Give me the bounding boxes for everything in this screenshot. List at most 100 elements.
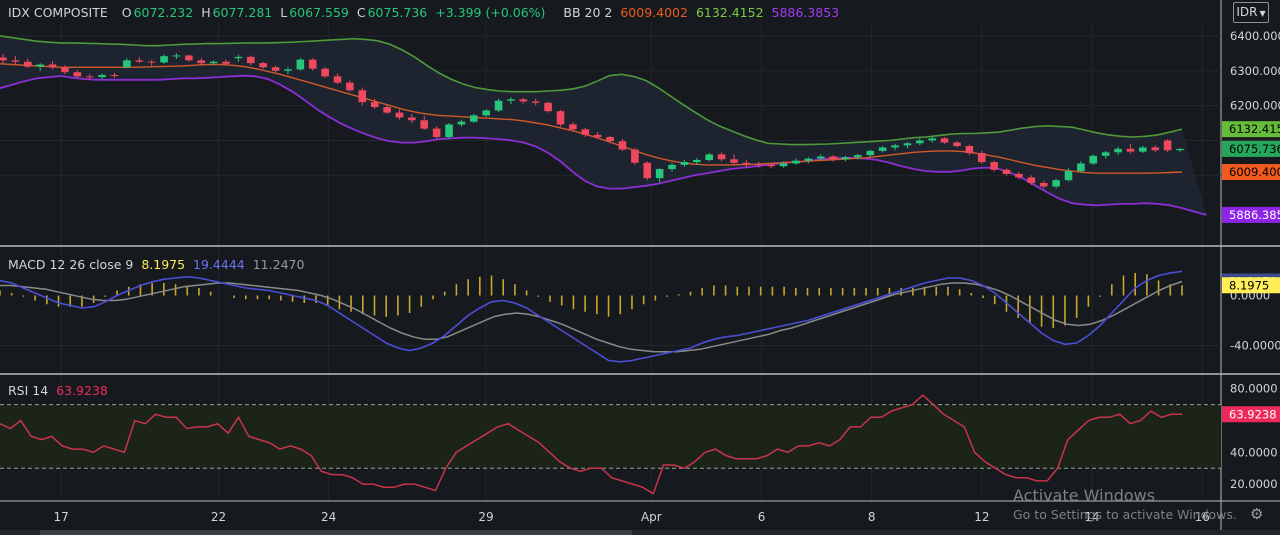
candle-body	[1151, 147, 1160, 151]
time-scrollbar[interactable]	[0, 530, 1280, 535]
candle-body	[321, 68, 329, 77]
candle-body	[779, 163, 788, 167]
candle-body	[1064, 171, 1073, 181]
candle-body	[420, 120, 429, 129]
candle-body	[284, 69, 292, 71]
candle-body	[668, 164, 676, 170]
candle-body	[370, 102, 379, 108]
bb-label: BB 20 2	[563, 5, 613, 20]
candle-body	[346, 82, 354, 91]
candle-body	[160, 56, 168, 63]
candle-body	[11, 60, 20, 62]
price-legend: IDX COMPOSITE O 6072.232 H 6077.281 L 6067.…	[8, 5, 843, 21]
candle-body	[878, 147, 887, 151]
bb-upper-value: 6132.4152	[695, 5, 764, 20]
candle-body	[631, 149, 639, 163]
candle-body	[209, 61, 218, 64]
price-tick-label: 6400.0000	[1230, 29, 1280, 43]
rsi-band-fill	[0, 404, 1221, 469]
candle-body	[556, 111, 565, 125]
candle-body	[519, 99, 528, 102]
candle-body	[383, 107, 391, 113]
candle-body	[234, 56, 243, 59]
candle-body	[1114, 148, 1122, 153]
candle-body	[333, 76, 342, 83]
rsi-tick-label: 40.0000	[1230, 445, 1278, 459]
macd-histogram-group	[0, 273, 1183, 328]
low-value: 6067.559	[289, 5, 349, 20]
candle-body	[147, 61, 156, 63]
change-value: +3.399 (+0.06%)	[435, 5, 546, 20]
candle-body	[73, 72, 82, 77]
price-tag	[1222, 140, 1280, 157]
candle-body	[1163, 140, 1172, 151]
macd-line-value: 19.4444	[193, 257, 245, 272]
bb-upper-line	[0, 35, 1183, 146]
candle-body	[36, 64, 44, 67]
macd-tag-label: 8.1975	[1229, 278, 1269, 292]
candle-body	[816, 156, 825, 159]
candle-body	[1077, 163, 1085, 172]
candle-body	[916, 140, 924, 144]
candle-body	[977, 153, 986, 163]
candle-body	[891, 145, 899, 148]
high-label: H	[201, 5, 211, 20]
low-label: L	[280, 5, 288, 20]
candle-body	[680, 162, 689, 165]
x-axis-tick-label: 12	[974, 510, 989, 524]
close-label: C	[356, 5, 366, 20]
macd-signal-value: 11.2470	[252, 257, 305, 272]
price-tick-label: 6200.0000	[1230, 99, 1280, 113]
price-tag	[1222, 121, 1280, 138]
candle-body	[1101, 152, 1110, 156]
candle-body	[296, 59, 305, 70]
high-value: 6077.281	[212, 5, 273, 20]
symbol-name: IDX COMPOSITE	[8, 5, 108, 20]
candle-body	[1039, 182, 1048, 187]
candle-body	[581, 129, 590, 135]
rsi-line	[0, 394, 1183, 495]
candle-body	[866, 150, 875, 156]
candle-body	[482, 110, 490, 116]
close-value: 6075.736	[367, 5, 428, 20]
macd-tag	[1222, 277, 1280, 294]
candle-body	[197, 60, 206, 64]
macd-histogram-value: 8.1975	[141, 257, 186, 272]
candle-body	[531, 101, 540, 103]
bb-lower-value: 5886.3853	[771, 5, 840, 20]
x-axis-tick-label: 22	[211, 510, 226, 524]
candle-body	[854, 155, 862, 158]
candle-body	[804, 158, 813, 161]
candle-body	[767, 164, 775, 167]
candle-body	[742, 162, 751, 165]
currency-selector[interactable]: IDR ▼	[1233, 2, 1269, 23]
candle-body	[246, 56, 255, 64]
candle-body	[792, 160, 800, 164]
candle-body	[655, 169, 664, 179]
candle-body	[730, 159, 738, 163]
candle-body	[0, 57, 7, 61]
x-axis-tick-label: 6	[758, 510, 766, 524]
candle-body	[494, 100, 503, 111]
price-tag-label: 6075.736	[1229, 142, 1280, 156]
macd-line	[0, 270, 1183, 363]
candle-body	[1089, 155, 1098, 164]
candle-body	[1126, 148, 1135, 152]
open-value: 6072.232	[133, 5, 194, 20]
open-label: O	[121, 5, 132, 20]
price-tag	[1222, 164, 1280, 181]
candle-body	[222, 61, 230, 64]
macd-tick-label: -40.0000	[1230, 339, 1280, 353]
candle-body	[445, 124, 453, 137]
candle-body	[705, 154, 714, 160]
candle-body	[457, 121, 466, 125]
candle-body	[172, 55, 181, 57]
candle-body	[469, 115, 478, 122]
candle-body	[1176, 148, 1184, 151]
candle-body	[1002, 169, 1011, 174]
gear-icon[interactable]: ⚙	[1250, 505, 1264, 523]
price-tag-label: 6009.400	[1229, 165, 1280, 179]
price-tag	[1222, 206, 1280, 223]
scrollbar-thumb[interactable]	[40, 530, 632, 535]
